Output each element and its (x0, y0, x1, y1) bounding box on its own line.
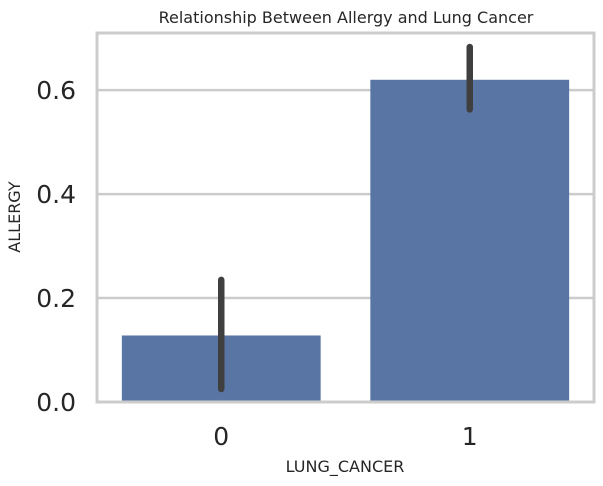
y-axis-label: ALLERGY (5, 181, 24, 253)
y-tick-label: 0.4 (36, 180, 76, 209)
bar (370, 79, 570, 402)
bars (121, 79, 570, 402)
y-tick-label: 0.0 (36, 388, 76, 417)
y-tick-label: 0.6 (36, 76, 76, 105)
y-tick-labels: 0.0 0.2 0.4 0.6 (36, 76, 76, 417)
x-tick-label: 0 (213, 422, 229, 451)
error-bars (218, 43, 473, 393)
x-axis-label: LUNG_CANCER (286, 457, 405, 477)
plot-frame (95, 31, 596, 404)
chart-title: Relationship Between Allergy and Lung Ca… (159, 8, 534, 27)
x-tick-label: 1 (462, 422, 478, 451)
y-tick-label: 0.2 (36, 284, 76, 313)
